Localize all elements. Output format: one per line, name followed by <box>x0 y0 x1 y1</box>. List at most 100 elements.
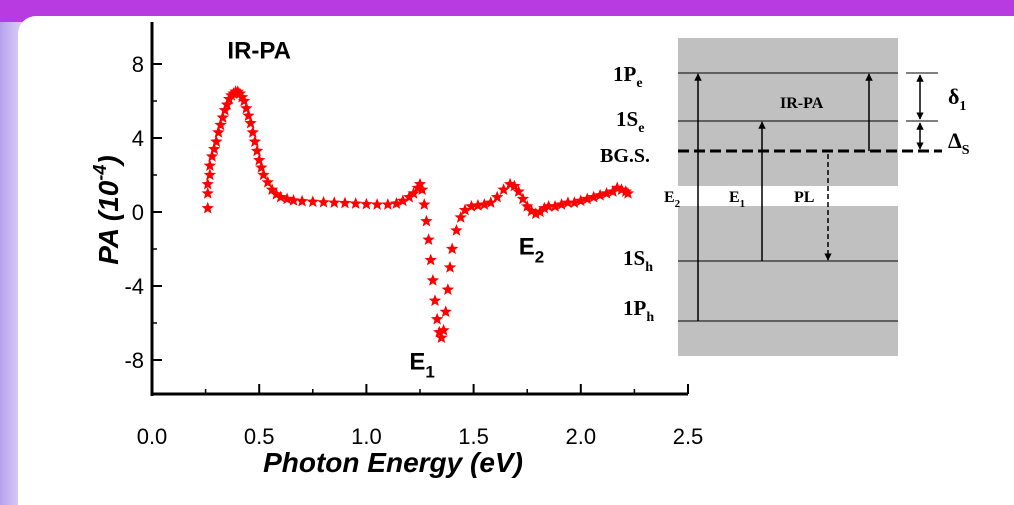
label-e2: E2 <box>664 189 681 210</box>
y-tick-label: 8 <box>132 52 144 77</box>
x-tick-label: 1.5 <box>458 424 489 449</box>
x-tick-label: 0.0 <box>137 424 168 449</box>
data-point-star <box>430 312 444 325</box>
data-point-star <box>439 305 452 318</box>
ir-pa-annotation: IR-PA <box>227 37 291 64</box>
data-point-star <box>428 294 442 307</box>
data-point-star <box>306 195 319 208</box>
data-point-star <box>240 101 253 114</box>
data-point-star <box>396 194 410 207</box>
data-point-star <box>255 161 268 173</box>
data-point-star <box>220 98 234 110</box>
data-point-star <box>207 142 221 155</box>
e1-annotation: E1 <box>409 348 434 381</box>
y-tick-label: -8 <box>124 348 144 373</box>
data-point-star <box>360 197 373 210</box>
data-point-star <box>407 187 420 199</box>
e2-annotation-main: E <box>519 234 535 261</box>
valence-band-region <box>678 206 898 356</box>
data-point-star <box>587 190 600 203</box>
data-point-star <box>445 242 459 255</box>
data-markers <box>201 85 635 344</box>
label-deltas-main: Δ <box>948 128 962 153</box>
label-1pe-main: 1P <box>613 62 637 86</box>
data-point-star <box>454 211 467 223</box>
data-point-star <box>257 168 270 181</box>
label-1se-main: 1S <box>616 107 638 131</box>
data-point-star <box>542 199 555 212</box>
data-point-star <box>403 190 416 203</box>
data-point-star <box>574 194 587 207</box>
data-point-star <box>205 150 219 162</box>
data-point-star <box>525 204 538 217</box>
energy-level-diagram: 1Pe 1Se BG.S. 1Sh 1Ph IR-PA E1 E2 PL δ1 … <box>600 38 970 356</box>
data-point-star <box>203 168 217 181</box>
data-point-star <box>503 177 517 190</box>
data-point-star <box>238 94 251 107</box>
data-point-star <box>218 103 232 116</box>
label-e1: E1 <box>729 189 745 210</box>
data-point-star <box>270 187 283 200</box>
data-point-star <box>274 190 287 203</box>
pa-chart: 0.0 0.5 1.0 1.5 2.0 2.5 8 4 0 -4 -8 Photon Energy… <box>90 22 703 478</box>
x-tick-label: 2.5 <box>673 424 704 449</box>
label-delta1-main: δ <box>948 84 959 109</box>
data-point-star <box>465 199 478 212</box>
data-point-star <box>478 198 491 210</box>
data-point-star <box>201 177 214 190</box>
data-point-star <box>201 187 214 199</box>
label-1sh-main: 1S <box>623 246 645 270</box>
data-point-star <box>418 198 431 210</box>
label-bgs: BG.S. <box>600 145 650 167</box>
data-point-star <box>203 159 217 172</box>
label-deltas: ΔS <box>948 128 970 158</box>
data-point-star <box>216 111 229 123</box>
label-delta1-sub: 1 <box>959 99 966 114</box>
data-point-star <box>593 188 607 201</box>
e1-annotation-main: E <box>409 348 425 375</box>
data-point-star <box>441 283 455 295</box>
data-point-star <box>233 87 247 99</box>
data-point-star <box>600 187 613 199</box>
data-point-star <box>248 135 262 147</box>
label-1se-sub: e <box>638 121 644 136</box>
y-tick-label: 4 <box>132 126 144 151</box>
data-point-star <box>244 116 257 129</box>
data-point-star <box>426 273 440 286</box>
data-point-star <box>212 125 225 138</box>
x-axis-title: Photon Energy (eV) <box>263 447 523 478</box>
data-point-star <box>497 183 510 196</box>
label-e2-main: E <box>664 189 675 206</box>
data-point-star <box>516 192 530 205</box>
data-point-star <box>261 175 274 188</box>
data-point-star <box>287 194 300 206</box>
data-point-star <box>621 187 635 199</box>
data-point-star <box>606 185 620 197</box>
data-point-star <box>435 331 448 344</box>
label-1ph: 1Ph <box>623 296 654 325</box>
label-e2-sub: 2 <box>675 198 681 210</box>
data-point-star <box>561 196 575 209</box>
data-point-star <box>231 85 244 98</box>
data-point-star <box>214 118 227 131</box>
x-tick-label: 0.5 <box>244 424 275 449</box>
y-tick-label: -4 <box>124 274 144 299</box>
data-point-star <box>521 199 534 212</box>
data-point-star <box>413 177 427 190</box>
label-1se: 1Se <box>616 107 644 136</box>
label-ir-pa: IR-PA <box>780 95 824 112</box>
label-pl: PL <box>794 189 814 206</box>
data-point-star <box>533 205 547 218</box>
data-point-star <box>328 196 341 209</box>
data-point-star <box>424 253 437 266</box>
label-1pe-sub: e <box>636 76 642 91</box>
x-tick-label: 1.0 <box>351 424 382 449</box>
data-point-star <box>581 192 594 205</box>
y-axis-ticks: 8 4 0 -4 -8 <box>124 52 162 373</box>
data-point-star <box>619 185 633 197</box>
data-point-star <box>422 233 435 246</box>
conduction-band-region <box>678 38 898 186</box>
data-point-star <box>317 195 330 208</box>
e2-annotation: E2 <box>519 234 544 267</box>
